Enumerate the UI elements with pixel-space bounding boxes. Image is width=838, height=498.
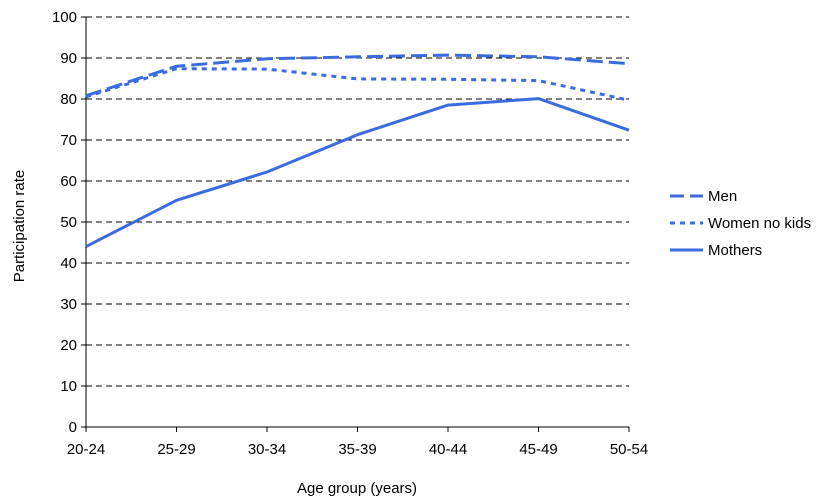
y-axis-title: Participation rate bbox=[11, 170, 28, 283]
y-tick-label: 80 bbox=[60, 91, 77, 108]
legend-label: Women no kids bbox=[708, 215, 811, 232]
legend: Men Women no kids Mothers bbox=[670, 188, 811, 259]
legend-label: Mothers bbox=[708, 242, 762, 259]
x-tick-label: 30-34 bbox=[248, 441, 286, 458]
y-tick-label: 50 bbox=[60, 214, 77, 231]
x-tick-label: 40-44 bbox=[429, 441, 467, 458]
y-tick-label: 20 bbox=[60, 337, 77, 354]
y-tick-label: 90 bbox=[60, 50, 77, 67]
series-line-mothers bbox=[85, 97, 630, 248]
series-line-women-no-kids bbox=[85, 67, 630, 102]
x-tick-label: 45-49 bbox=[519, 441, 557, 458]
y-tick-label: 60 bbox=[60, 173, 77, 190]
axes bbox=[81, 16, 630, 432]
x-tick-label: 25-29 bbox=[157, 441, 195, 458]
y-tick-label: 70 bbox=[60, 132, 77, 149]
y-tick-label: 100 bbox=[52, 9, 77, 26]
series-lines bbox=[85, 53, 630, 248]
x-tick-label: 20-24 bbox=[67, 441, 105, 458]
x-axis-title: Age group (years) bbox=[297, 480, 417, 497]
x-tick-label: 35-39 bbox=[338, 441, 376, 458]
y-tick-labels: 0 10 20 30 40 50 60 70 80 90 100 bbox=[52, 9, 77, 436]
x-tick-labels: 20-24 25-29 30-34 35-39 40-44 45-49 50-54 bbox=[67, 441, 648, 458]
x-tick-label: 50-54 bbox=[610, 441, 648, 458]
y-tick-label: 0 bbox=[69, 419, 77, 436]
y-tick-label: 10 bbox=[60, 378, 77, 395]
series-line-men bbox=[85, 53, 630, 98]
y-tick-label: 30 bbox=[60, 296, 77, 313]
legend-label: Men bbox=[708, 188, 737, 205]
y-tick-label: 40 bbox=[60, 255, 77, 272]
gridlines bbox=[86, 16, 629, 387]
